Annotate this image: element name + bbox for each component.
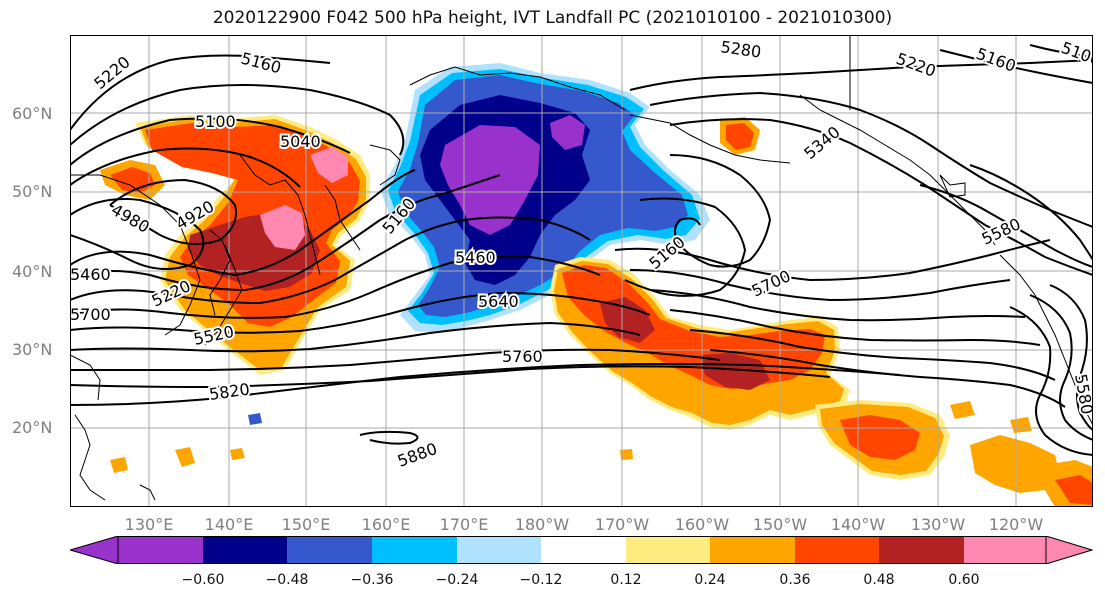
- lon-label-120w: 120°W: [988, 515, 1044, 534]
- contour-label: 5460: [70, 265, 111, 284]
- lat-label-50n: 50°N: [12, 182, 53, 201]
- colorbar-tick: −0.60: [181, 572, 225, 588]
- colorbar-tick: 0.12: [610, 572, 642, 588]
- colorbar-bin: [372, 536, 457, 564]
- ivt-small-patches: [110, 401, 1032, 473]
- lon-label-130e: 130°E: [124, 515, 174, 534]
- lon-label-150e: 150°E: [281, 515, 331, 534]
- colorbar-tick: 0.60: [948, 572, 980, 588]
- lon-label-170e: 170°E: [439, 515, 489, 534]
- map-panel: 5220 5160 5280 5220 5160 5100 5100 5040 …: [70, 35, 1093, 507]
- lat-label-40n: 40°N: [12, 262, 53, 281]
- lon-label-140w: 140°W: [830, 515, 886, 534]
- colorbar-tick: 0.36: [779, 572, 811, 588]
- colorbar-bin: [879, 536, 964, 564]
- colorbar-frame: [117, 536, 1047, 564]
- lon-label-130w: 130°W: [910, 515, 966, 534]
- colorbar-extend-high: [1045, 536, 1093, 564]
- coastlines: [70, 35, 1093, 501]
- colorbar-bin: [541, 536, 626, 564]
- map-frame: [70, 35, 1093, 507]
- lon-label-160e: 160°E: [361, 515, 411, 534]
- colorbar: [70, 536, 1093, 564]
- colorbar-tick: −0.48: [265, 572, 309, 588]
- colorbar-tick: 0.24: [694, 572, 726, 588]
- colorbar-bin: [457, 536, 541, 564]
- colorbar-tick: 0.48: [863, 572, 895, 588]
- colorbar-bin: [287, 536, 372, 564]
- lat-label-20n: 20°N: [12, 418, 53, 437]
- contour-label: 5760: [502, 347, 543, 366]
- colorbar-bin: [626, 536, 710, 564]
- lon-label-140e: 140°E: [204, 515, 254, 534]
- lat-label-60n: 60°N: [12, 104, 53, 123]
- colorbar-bin: [203, 536, 287, 564]
- ivt-positive-east: [550, 117, 1093, 507]
- map-title: 2020122900 F042 500 hPa height, IVT Land…: [212, 8, 893, 28]
- contour-label: 5040: [280, 132, 321, 151]
- contour-label: 5460: [455, 248, 496, 267]
- colorbar-bin: [118, 536, 203, 564]
- contour-label: 5640: [478, 292, 519, 311]
- colorbar-extend-low: [70, 536, 119, 564]
- colorbar-bin: [795, 536, 879, 564]
- colorbar-tick: −0.24: [435, 572, 479, 588]
- lon-label-170w: 170°W: [594, 515, 650, 534]
- height-contours: [70, 44, 1093, 456]
- contour-label: 5100: [195, 112, 236, 131]
- contour-label: 5700: [70, 305, 111, 324]
- colorbar-bin: [964, 536, 1046, 564]
- lon-label-160w: 160°W: [674, 515, 730, 534]
- colorbar-tick: −0.12: [519, 572, 563, 588]
- lon-label-150w: 150°W: [752, 515, 808, 534]
- colorbar-bin: [710, 536, 795, 564]
- lat-label-30n: 30°N: [12, 340, 53, 359]
- lon-label-180w: 180°W: [514, 515, 570, 534]
- colorbar-tick: −0.36: [350, 572, 394, 588]
